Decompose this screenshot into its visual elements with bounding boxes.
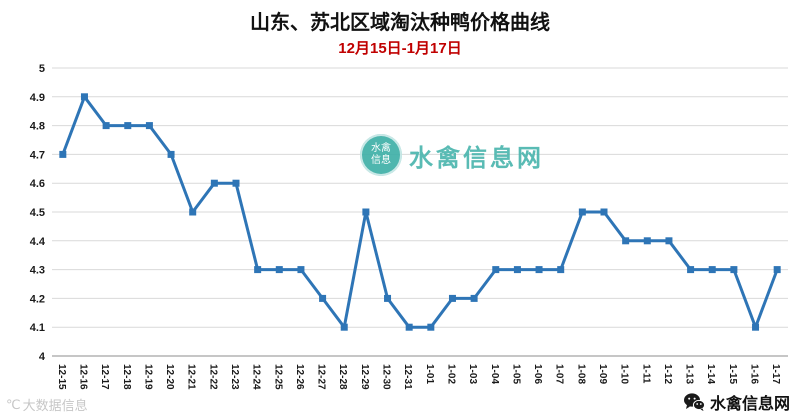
data-point [232,179,240,187]
center-watermark: 水禽 信息 水禽信息网 [360,134,544,176]
x-tick-label: 12-25 [272,364,283,390]
footer-brand: 水禽信息网 [683,390,790,414]
data-point [687,266,695,274]
data-point [405,323,413,331]
x-tick-label: 12-15 [56,364,67,390]
x-tick-label: 1-06 [532,364,543,384]
x-tick-label: 12-29 [359,364,370,390]
y-tick-label: 4.5 [30,207,45,219]
x-tick-label: 12-31 [402,364,413,390]
bottom-left-watermark: ℃ 大数据信息 [6,395,88,414]
x-tick-label: 12-21 [186,364,197,390]
x-tick-label: 12-18 [121,364,132,390]
y-tick-label: 4.6 [30,178,45,190]
x-tick-label: 12-22 [207,364,218,390]
data-point [297,266,305,274]
data-point [362,208,370,216]
data-point [384,294,392,302]
center-watermark-text: 水禽信息网 [409,144,544,172]
data-point [189,208,197,216]
data-point [708,266,716,274]
x-tick-label: 12-30 [381,364,392,390]
x-tick-label: 1-13 [684,364,695,384]
y-tick-label: 4.7 [30,149,45,161]
logo-text-line1: 水禽 [371,143,391,154]
y-tick-label: 4.2 [30,293,45,305]
data-point [145,122,153,130]
x-tick-label: 1-16 [749,364,760,384]
y-tick-label: 5 [39,63,45,75]
data-point [513,266,521,274]
x-tick-label: 12-27 [316,364,327,390]
chart-title: 山东、苏北区域淘汰种鸭价格曲线 [250,12,550,34]
x-tick-label: 1-10 [619,364,630,384]
x-tick-label: 12-16 [77,364,88,390]
data-point [578,208,586,216]
x-tick-label: 12-19 [142,364,153,390]
x-tick-label: 1-15 [727,364,738,384]
x-tick-label: 1-03 [467,364,478,384]
data-point [102,122,110,130]
data-point [665,237,673,245]
y-tick-label: 4.9 [30,92,45,104]
bottom-left-watermark-text: 大数据信息 [22,398,88,413]
data-point [427,323,435,331]
degree-logo-icon: ℃ [6,396,21,412]
x-tick-label: 1-14 [705,364,716,384]
x-tick-label: 12-17 [99,364,110,390]
data-point [319,294,327,302]
data-point [275,266,283,274]
data-point [492,266,500,274]
x-tick-label: 1-04 [489,364,500,384]
chart-subtitle: 12月15日-1月17日 [338,40,462,57]
x-tick-label: 1-02 [445,364,456,384]
data-point [730,266,738,274]
waterfowl-logo-icon: 水禽 信息 [360,134,402,176]
wechat-icon [683,393,705,411]
x-tick-label: 12-26 [294,364,305,390]
y-tick-label: 4.1 [30,322,45,334]
y-tick-label: 4.8 [30,121,45,133]
x-tick-label: 12-24 [251,364,262,390]
data-point [59,150,67,158]
y-tick-label: 4 [39,351,46,363]
data-point [622,237,630,245]
data-point [80,93,88,101]
x-tick-label: 1-08 [575,364,586,384]
x-tick-label: 1-01 [424,364,435,384]
data-point [254,266,262,274]
data-point [124,122,132,130]
x-tick-label: 12-20 [164,364,175,390]
data-point [448,294,456,302]
y-tick-label: 4.4 [30,236,46,248]
price-line [61,95,779,329]
x-tick-label: 12-23 [229,364,240,390]
data-point [557,266,565,274]
data-point [600,208,608,216]
x-tick-label: 1-11 [640,364,651,384]
x-tick-label: 1-07 [554,364,565,384]
data-point [773,266,781,274]
data-point [470,294,478,302]
x-tick-label: 1-09 [597,364,608,384]
x-tick-label: 1-05 [510,364,521,384]
data-point [340,323,348,331]
x-tick-label: 1-17 [770,364,781,384]
data-point [643,237,651,245]
footer-brand-text: 水禽信息网 [709,396,790,413]
logo-text-line2: 信息 [371,155,391,166]
x-tick-label: 12-28 [337,364,348,390]
x-tick-label: 1-12 [662,364,673,384]
y-tick-label: 4.3 [30,265,45,277]
data-point [752,323,760,331]
data-point [167,150,175,158]
data-point [210,179,218,187]
data-point [535,266,543,274]
